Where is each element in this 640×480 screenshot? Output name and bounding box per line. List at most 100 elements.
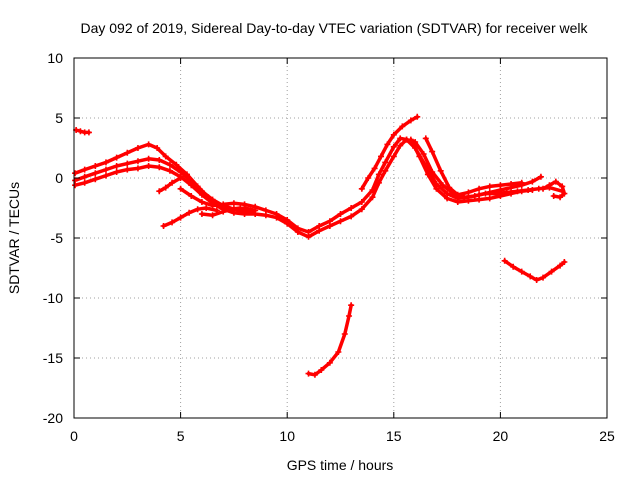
data-point (471, 193, 478, 199)
series-track-short-top-left (73, 127, 92, 136)
data-point (559, 183, 566, 190)
data-point (81, 173, 88, 180)
data-point (166, 161, 173, 168)
data-point (369, 194, 376, 201)
data-point (371, 165, 378, 172)
data-point (446, 184, 453, 191)
data-point (390, 143, 397, 150)
data-point (209, 202, 216, 209)
data-point (230, 200, 237, 207)
data-point (365, 175, 372, 181)
data-point (399, 123, 406, 130)
data-point (437, 167, 444, 174)
data-point (382, 159, 389, 166)
data-point (162, 153, 169, 160)
data-point (501, 257, 508, 264)
data-point (326, 223, 333, 229)
data-point (482, 190, 489, 197)
data-point (429, 148, 436, 155)
data-point (384, 141, 391, 148)
data-point (375, 171, 382, 178)
data-point (424, 171, 431, 178)
data-point (169, 219, 176, 226)
data-point (397, 142, 404, 149)
data-point (476, 196, 483, 203)
data-point (497, 193, 504, 199)
series-track-lower-arc (305, 302, 355, 378)
data-point (318, 367, 325, 373)
data-point (533, 277, 540, 283)
data-point (162, 184, 169, 191)
data-point (145, 155, 152, 162)
data-point (341, 331, 348, 337)
data-point (326, 359, 333, 366)
series-track-afternoon-rise (358, 113, 421, 192)
data-point (540, 185, 547, 192)
data-point (102, 172, 109, 179)
data-point (241, 208, 248, 215)
data-point (177, 214, 184, 221)
y-tick-label: -15 (43, 350, 63, 366)
data-point (561, 259, 568, 265)
data-point (557, 262, 564, 269)
data-point (113, 163, 120, 169)
data-point (378, 153, 385, 160)
data-point (416, 153, 423, 160)
data-point (561, 190, 568, 197)
data-point (461, 194, 468, 201)
y-tick-label: -10 (43, 290, 63, 306)
data-point (220, 201, 227, 208)
data-point (390, 131, 397, 138)
data-point (213, 207, 220, 214)
data-point (188, 193, 195, 199)
x-tick-label: 10 (279, 428, 295, 444)
data-point (294, 229, 301, 235)
data-point (134, 145, 141, 151)
data-point (166, 167, 173, 174)
data-point (177, 175, 184, 181)
data-point (439, 182, 446, 189)
data-point (465, 189, 472, 196)
data-point (198, 211, 205, 217)
data-point (510, 263, 517, 270)
data-point (177, 185, 184, 192)
data-point (273, 214, 280, 221)
data-point (305, 233, 312, 240)
data-point (557, 194, 564, 201)
data-point (414, 113, 421, 120)
data-point (252, 211, 259, 217)
data-point (476, 185, 483, 192)
data-point (552, 178, 559, 185)
data-point (375, 179, 382, 186)
data-point (194, 206, 201, 213)
data-point (407, 136, 414, 143)
data-point (518, 179, 525, 186)
data-point (203, 205, 210, 211)
data-point (188, 182, 195, 189)
data-point (382, 167, 389, 174)
y-axis-label: SDTVAR / TECUs (6, 182, 22, 294)
data-point (420, 151, 427, 157)
data-point (486, 183, 493, 190)
data-point (508, 181, 515, 187)
series-line (178, 136, 543, 234)
data-point (518, 268, 525, 275)
data-point (154, 145, 161, 151)
data-point (72, 182, 79, 189)
data-point (348, 205, 355, 211)
y-tick-label: 0 (55, 170, 63, 186)
series-track-short-dip (156, 175, 184, 195)
data-point (486, 195, 493, 202)
y-tick-label: 10 (47, 50, 63, 66)
data-point (145, 141, 152, 148)
data-point (537, 173, 544, 180)
data-point (358, 185, 365, 192)
data-point (337, 218, 344, 225)
data-point (311, 371, 318, 378)
x-tick-label: 15 (386, 428, 402, 444)
data-point (454, 199, 461, 205)
x-tick-label: 25 (599, 428, 615, 444)
data-point (527, 273, 534, 280)
data-point (358, 199, 365, 205)
